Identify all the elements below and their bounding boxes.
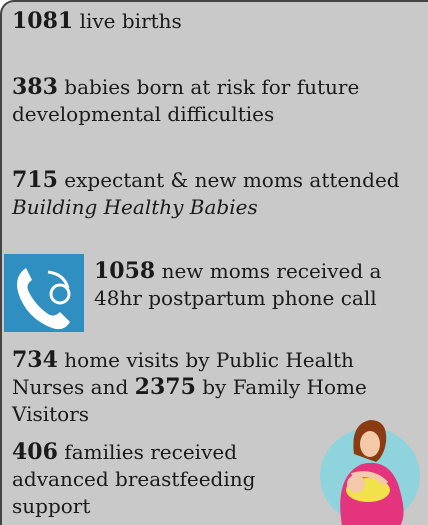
stat-number: 1081 [12, 8, 74, 34]
stat-item: 383 babies born at risk for future devel… [12, 74, 422, 128]
stat-number: 1058 [94, 258, 156, 284]
stat-text: by Family Home Visitors [12, 375, 374, 426]
stat-text: live births [73, 9, 182, 33]
stat-item: 715 expectant & new moms attended Buildi… [12, 167, 428, 221]
stat-item: 1081 live births [12, 8, 422, 35]
stat-text: families received advanced breastfeeding… [12, 440, 262, 518]
stat-text: Building Healthy Babies [12, 195, 258, 219]
stat-number: 715 [12, 167, 58, 193]
stat-number: 406 [12, 439, 58, 465]
stat-item: 734 home visits by Public Health Nurses … [12, 347, 428, 428]
mother-illustration [320, 420, 420, 525]
stat-item: 406 families received advanced breastfee… [12, 439, 302, 520]
stat-number: 383 [12, 74, 58, 100]
stat-text: new moms received a 48hr postpartum phon… [94, 259, 388, 310]
stat-text: babies born at risk for future developme… [12, 75, 366, 126]
phone-icon [4, 254, 84, 332]
stat-text: expectant & new moms attended [57, 168, 406, 192]
stat-number: 734 [12, 347, 58, 373]
stat-number: 2375 [134, 374, 196, 400]
stat-text: home visits by Public Health Nurses and [12, 348, 361, 399]
stat-item: 1058 new moms received a 48hr postpartum… [94, 258, 428, 312]
